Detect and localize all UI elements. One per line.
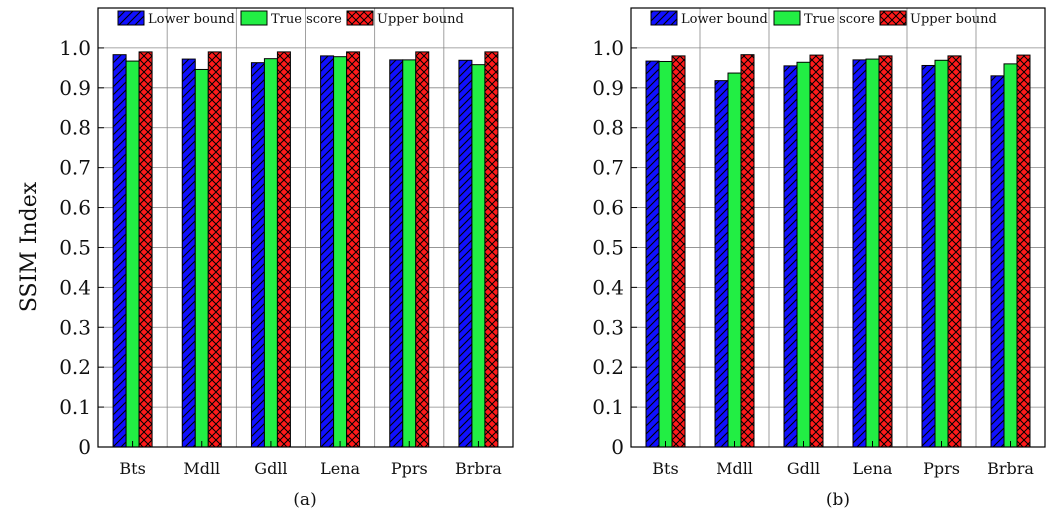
y-tick-label: 0	[611, 435, 624, 459]
bar-true-score-bts	[125, 60, 140, 448]
bar-lower-bound-gdll	[250, 62, 265, 448]
bar-lower-bound-mdll	[181, 58, 196, 448]
category-label-lena: Lena	[320, 459, 360, 478]
y-tick-label: 0.7	[592, 156, 624, 180]
y-tick-label: 0	[78, 435, 91, 459]
bar-upper-bound-bts	[138, 51, 153, 448]
bar-lower-bound-bts	[112, 54, 127, 448]
category-label-gdll: Gdll	[254, 459, 287, 478]
category-label-bts: Bts	[652, 459, 678, 478]
bar-true-score-lena	[333, 56, 348, 448]
bar-true-score-bts	[658, 60, 673, 448]
legend-label-lower-bound: Lower bound	[148, 12, 235, 27]
bar-upper-bound-gdll	[809, 54, 824, 448]
bar-true-score-pprs	[934, 59, 949, 448]
category-label-mdll: Mdll	[183, 459, 220, 478]
y-tick-label: 0.4	[592, 275, 624, 299]
legend-label-true-score: True score	[271, 12, 342, 27]
category-label-lena: Lena	[853, 459, 893, 478]
y-tick-label: 0.6	[592, 196, 624, 220]
y-tick-label: 0.5	[59, 235, 91, 259]
y-tick-label: 0.3	[59, 315, 91, 339]
y-tick-label: 0.1	[59, 395, 91, 419]
chart-panel-a: 0 0.1 0.2 0.3 0.4 0.5 0.6 0.7 0.8 0.9 1.0 Bts Mdll Gd…	[59, 7, 514, 510]
bar-lower-bound-bts	[645, 60, 660, 448]
y-tick-label: 0.3	[592, 315, 624, 339]
y-tick-label: 0.1	[592, 395, 624, 419]
y-tick-label: 0.6	[59, 196, 91, 220]
legend-label-true-score: True score	[804, 12, 875, 27]
legend-swatch-true-score	[240, 10, 268, 26]
bar-true-score-brbra	[1003, 63, 1018, 448]
legend-label-upper-bound: Upper bound	[910, 12, 997, 27]
y-tick-label: 0.2	[59, 355, 91, 379]
bar-upper-bound-lena	[878, 55, 893, 448]
y-tick-label: 1.0	[59, 36, 91, 60]
category-label-brbra: Brbra	[455, 459, 502, 478]
y-axis-label: SSIM Index	[17, 181, 42, 312]
y-tick-label: 0.7	[59, 156, 91, 180]
bar-true-score-brbra	[471, 64, 486, 448]
y-tick-label: 0.5	[592, 235, 624, 259]
bar-upper-bound-brbra	[1016, 54, 1031, 448]
y-tick-label: 0.4	[59, 275, 91, 299]
y-tick-label: 0.8	[59, 116, 91, 140]
chart-panel-b: 0 0.1 0.2 0.3 0.4 0.5 0.6 0.7 0.8 0.9 1.0 Bts Mdll Gd…	[592, 7, 1046, 510]
y-tick-label: 0.2	[592, 355, 624, 379]
y-tick-label: 0.8	[592, 116, 624, 140]
bar-lower-bound-mdll	[714, 80, 729, 448]
bar-upper-bound-brbra	[484, 51, 499, 448]
category-label-bts: Bts	[119, 459, 145, 478]
legend-label-upper-bound: Upper bound	[377, 12, 464, 27]
plot-frame	[630, 7, 1046, 448]
category-label-pprs: Pprs	[391, 459, 428, 478]
legend-swatch-upper-bound	[879, 10, 907, 26]
bar-upper-bound-bts	[671, 55, 686, 448]
category-label-brbra: Brbra	[987, 459, 1034, 478]
legend-swatch-lower-bound	[650, 10, 678, 26]
bar-lower-bound-lena	[852, 59, 867, 448]
bar-lower-bound-brbra	[990, 75, 1005, 448]
subplot-label: (a)	[293, 490, 316, 510]
bar-lower-bound-lena	[320, 55, 335, 448]
plot-frame	[97, 7, 514, 448]
y-tick-label: 0.9	[59, 76, 91, 100]
legend-swatch-lower-bound	[117, 10, 145, 26]
bar-upper-bound-pprs	[947, 55, 962, 448]
bar-upper-bound-pprs	[415, 51, 430, 448]
subplot-label: (b)	[826, 490, 850, 510]
bar-true-score-gdll	[796, 61, 811, 448]
bar-lower-bound-pprs	[921, 64, 936, 448]
category-label-gdll: Gdll	[787, 459, 820, 478]
bar-true-score-mdll	[727, 72, 742, 448]
bar-true-score-mdll	[194, 68, 209, 448]
bar-lower-bound-pprs	[389, 59, 404, 448]
bar-lower-bound-gdll	[783, 65, 798, 448]
category-label-mdll: Mdll	[716, 459, 753, 478]
bar-lower-bound-brbra	[458, 59, 473, 448]
bar-upper-bound-mdll	[740, 54, 755, 448]
category-label-pprs: Pprs	[923, 459, 960, 478]
legend-swatch-upper-bound	[346, 10, 374, 26]
bar-upper-bound-mdll	[207, 51, 222, 448]
legend-swatch-true-score	[773, 10, 801, 26]
bar-upper-bound-lena	[346, 51, 361, 448]
y-tick-label: 1.0	[592, 36, 624, 60]
y-tick-label: 0.9	[592, 76, 624, 100]
bar-upper-bound-gdll	[276, 51, 291, 448]
legend-label-lower-bound: Lower bound	[681, 12, 768, 27]
bar-true-score-pprs	[402, 59, 417, 448]
bar-true-score-gdll	[263, 58, 278, 448]
bar-true-score-lena	[865, 58, 880, 448]
